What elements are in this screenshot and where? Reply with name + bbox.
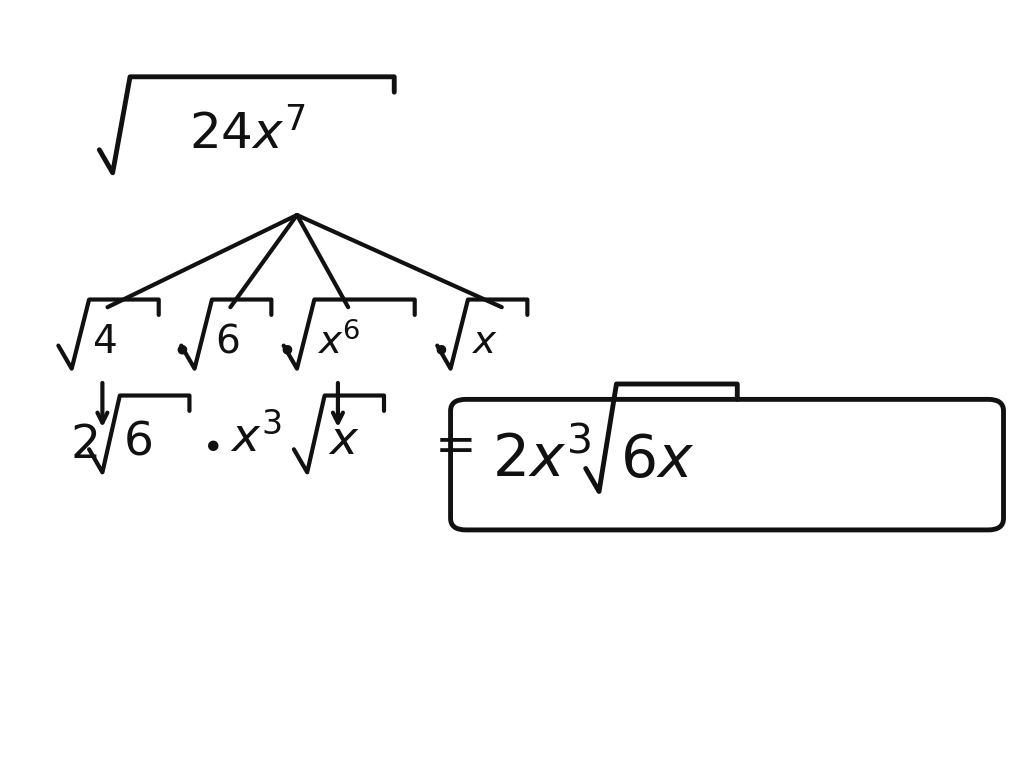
Text: $24x^7$: $24x^7$ — [189, 110, 306, 159]
FancyBboxPatch shape — [451, 399, 1004, 530]
Text: $x$: $x$ — [328, 419, 359, 464]
Text: $\bullet$: $\bullet$ — [201, 429, 219, 462]
Text: $2x^3$: $2x^3$ — [492, 432, 591, 489]
Text: $6$: $6$ — [123, 419, 152, 464]
Text: $6$: $6$ — [215, 323, 240, 361]
Text: $x^6$: $x^6$ — [317, 322, 360, 362]
Text: $x^3$: $x^3$ — [230, 414, 282, 462]
Text: $=$: $=$ — [425, 422, 473, 469]
Text: $6x$: $6x$ — [620, 432, 693, 489]
Text: $2$: $2$ — [70, 423, 97, 468]
Text: $\bullet$: $\bullet$ — [276, 333, 293, 366]
Text: $\bullet$: $\bullet$ — [430, 333, 446, 366]
Text: $4$: $4$ — [92, 323, 117, 361]
Text: $x$: $x$ — [471, 323, 498, 361]
Text: $\bullet$: $\bullet$ — [171, 333, 187, 366]
